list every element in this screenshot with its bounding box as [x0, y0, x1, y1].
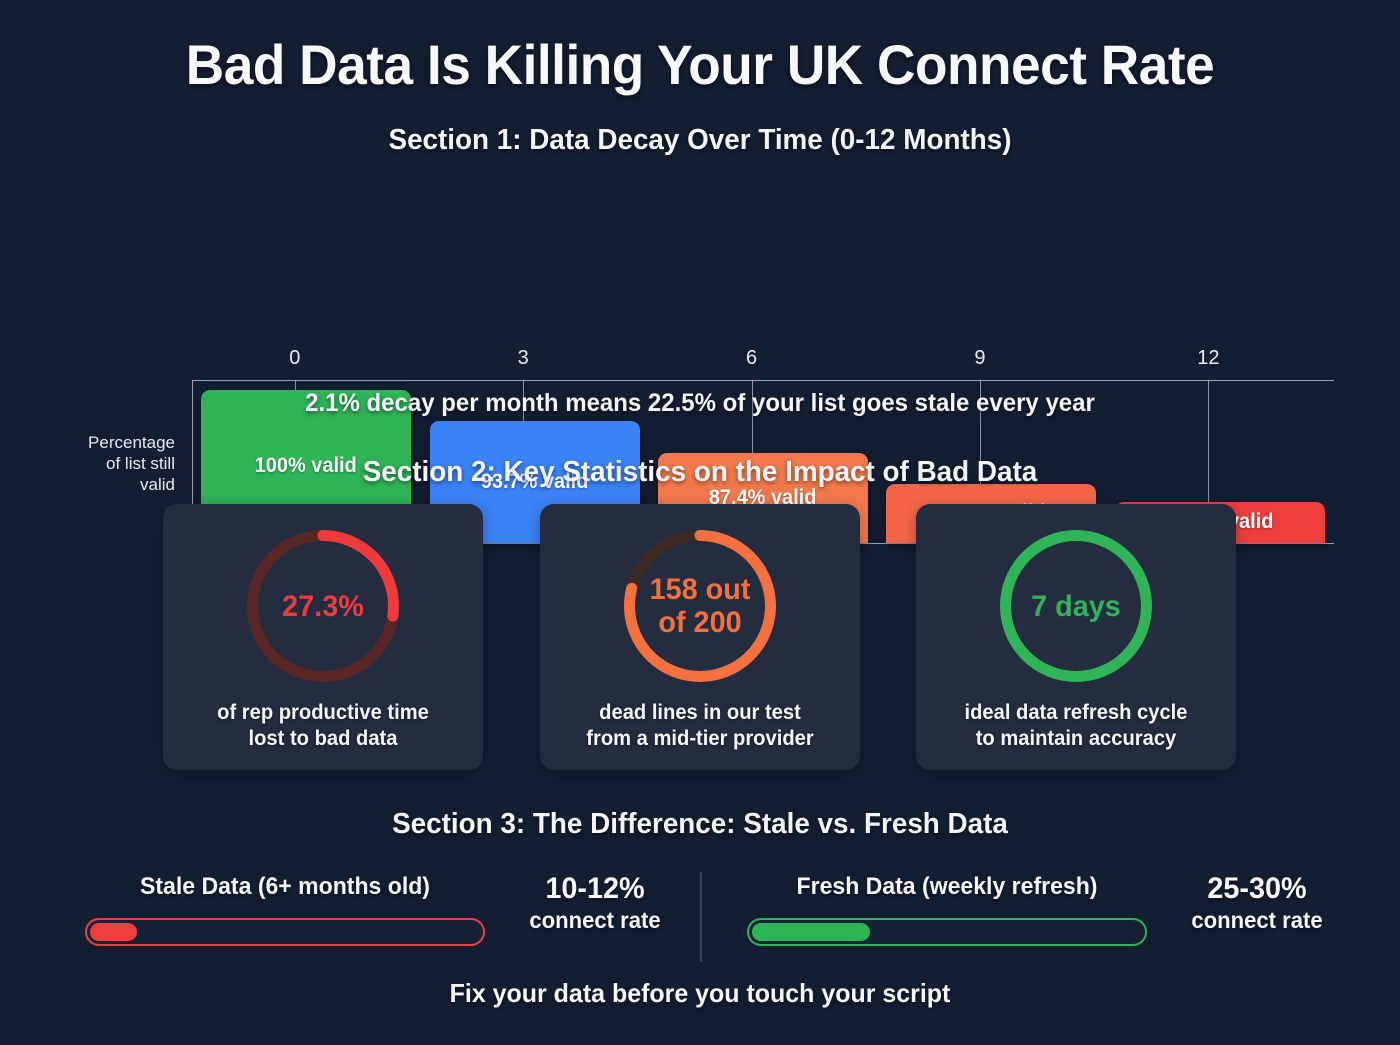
stat-card-caption-line: from a mid-tier provider: [586, 727, 814, 750]
chart-tick-line: [294, 381, 296, 391]
chart-tick-label: 6: [746, 347, 758, 369]
stat-card: 27.3% of rep productive time lost to bad …: [163, 504, 483, 770]
footer-note: Fix your data before you touch your scri…: [449, 978, 951, 1008]
donut-chart: 7 days: [998, 528, 1154, 684]
comparison-value: 25-30% connect rate: [1171, 872, 1344, 934]
chart-tick-label: 3: [517, 347, 529, 369]
comparison-column-stale: Stale Data (6+ months old) 10-12% connec…: [50, 860, 690, 960]
chart-axis-left-cap: [192, 380, 193, 544]
donut-value-line: of 200: [658, 606, 742, 639]
chart-y-axis-label-line: of list still: [106, 454, 175, 473]
donut-chart: 27.3%: [245, 528, 401, 684]
donut-value: 158 out of 200: [625, 528, 775, 684]
comparison-divider: [700, 872, 702, 962]
donut-value-line: 7 days: [1031, 589, 1121, 623]
stat-card-list: 27.3% of rep productive time lost to bad …: [0, 504, 1400, 770]
stat-card-caption-line: of rep productive time: [217, 701, 429, 724]
stat-card: 158 out of 200 dead lines in our test from…: [540, 504, 860, 770]
donut-value: 27.3%: [248, 528, 398, 684]
page-title: Bad Data Is Killing Your UK Connect Rate: [185, 33, 1215, 96]
data-decay-bar-chart: Percentage of list still valid 0 3 6 9 12 100%…: [0, 170, 1400, 544]
decay-note: 2.1% decay per month means 22.5% of your…: [305, 389, 1095, 417]
comparison-label: Stale Data (6+ months old): [140, 873, 430, 900]
comparison-progress-fill: [752, 923, 871, 941]
donut-chart: 158 out of 200: [622, 528, 778, 684]
donut-value-line: 158 out: [649, 573, 751, 606]
stat-card-caption-line: to maintain accuracy: [975, 727, 1177, 750]
stat-card-caption-line: ideal data refresh cycle: [964, 701, 1188, 724]
section-2-heading: Section 2: Key Statistics on the Impact …: [362, 456, 1038, 488]
chart-tick-line: [751, 381, 753, 454]
chart-bar-label: 100% valid: [255, 454, 358, 478]
comparison-label: Fresh Data (weekly refresh): [796, 873, 1098, 900]
chart-y-axis-label: Percentage of list still valid: [40, 432, 175, 495]
donut-value: 7 days: [1001, 528, 1151, 684]
comparison-value: 10-12% connect rate: [509, 872, 682, 934]
stat-card: 7 days ideal data refresh cycle to mainta…: [916, 504, 1236, 770]
chart-tick-line: [523, 381, 525, 423]
section-3-heading: Section 3: The Difference: Stale vs. Fre…: [392, 808, 1008, 840]
chart-tick-label: 0: [289, 347, 301, 369]
section-1-heading: Section 1: Data Decay Over Time (0-12 Mo…: [388, 124, 1012, 156]
stat-card-caption-line: dead lines in our test: [599, 701, 801, 724]
chart-tick-label: 9: [974, 347, 986, 369]
comparison-column-fresh: Fresh Data (weekly refresh) 25-30% conne…: [712, 860, 1352, 960]
chart-tick-label: 12: [1197, 347, 1220, 369]
stat-card-caption-line: lost to bad data: [248, 727, 398, 750]
comparison-progress-track: [747, 918, 1147, 946]
chart-tick-line: [979, 381, 981, 485]
stale-vs-fresh-comparison: Stale Data (6+ months old) 10-12% connec…: [0, 860, 1400, 970]
chart-tick-line: [1208, 381, 1210, 503]
stat-card-caption: ideal data refresh cycle to maintain accu…: [932, 700, 1220, 752]
comparison-progress-track: [85, 918, 485, 946]
comparison-value-main: 25-30%: [1207, 872, 1307, 905]
comparison-value-sub: connect rate: [529, 907, 661, 933]
chart-bar-label: 93.7% valid: [480, 470, 589, 494]
chart-y-axis-label-line: Percentage: [88, 433, 175, 452]
chart-bar-label: 87.4% valid: [709, 485, 817, 509]
comparison-value-sub: connect rate: [1191, 907, 1323, 933]
comparison-progress-fill: [90, 923, 138, 941]
stat-card-caption: dead lines in our test from a mid-tier pr…: [556, 700, 844, 752]
donut-value-line: 27.3%: [282, 589, 364, 623]
stat-card-caption: of rep productive time lost to bad data: [179, 700, 467, 752]
comparison-value-main: 10-12%: [545, 872, 645, 905]
chart-axis-top-line: [192, 380, 1334, 381]
chart-y-axis-label-line: valid: [140, 475, 175, 494]
